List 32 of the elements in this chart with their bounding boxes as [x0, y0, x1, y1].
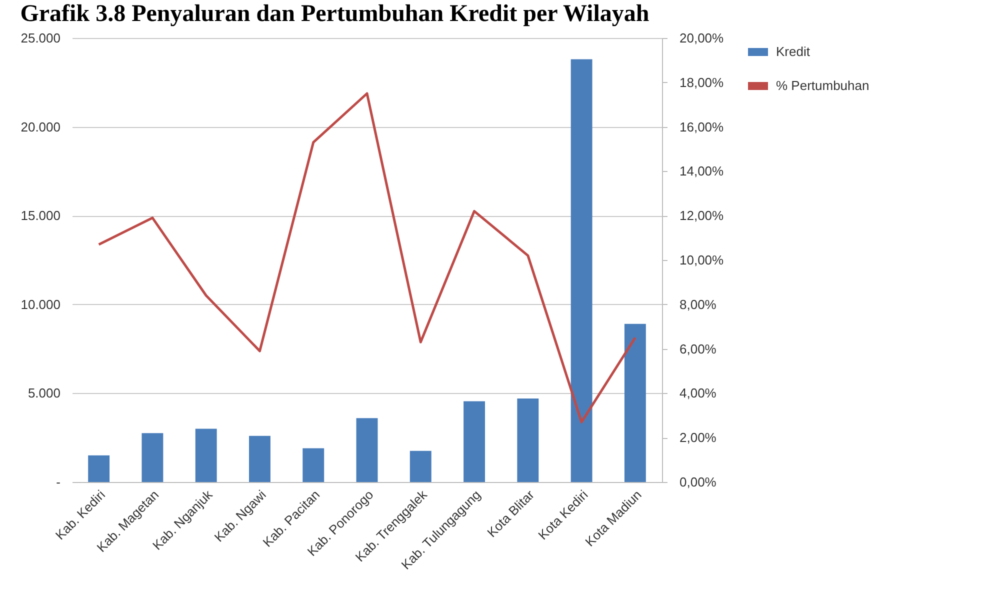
y2-tick-label: 2,00%	[680, 430, 717, 446]
y-tick-label: 5.000	[28, 386, 60, 401]
y2-tick-label: 18,00%	[680, 74, 724, 90]
y-tick-label: 25.000	[20, 30, 60, 46]
y2-tick-label: 10,00%	[680, 252, 724, 268]
bar	[88, 455, 110, 482]
y2-tick-label: 12,00%	[680, 208, 724, 224]
y2-tick-label: 0,00%	[680, 474, 717, 490]
bar	[302, 448, 324, 482]
y-tick-label: 20.000	[20, 119, 60, 134]
legend-label: % Pertumbuhan	[776, 78, 870, 93]
y-tick-label: -	[56, 474, 60, 490]
y2-tick-label: 14,00%	[680, 164, 724, 179]
legend-label: Kredit	[776, 44, 810, 59]
y2-tick-label: 4,00%	[680, 386, 717, 401]
bar	[570, 59, 592, 482]
bar	[464, 401, 485, 482]
chart-title: Grafik 3.8 Penyaluran dan Pertumbuhan Kredit per Wilayah	[20, 1, 650, 27]
y2-tick-label: 16,00%	[680, 119, 724, 134]
bar	[356, 418, 378, 482]
bar	[249, 436, 270, 482]
y-tick-label: 15.000	[20, 208, 60, 224]
bar	[410, 450, 432, 482]
line-series	[98, 92, 636, 424]
y2-tick-label: 8,00%	[680, 296, 717, 312]
bar	[624, 324, 646, 482]
bar	[517, 398, 539, 482]
y2-tick-label: 6,00%	[680, 341, 717, 356]
y2-tick-label: 20,00%	[680, 30, 724, 46]
bar	[142, 433, 164, 482]
bar	[195, 428, 217, 482]
y-tick-label: 10.000	[20, 296, 60, 312]
